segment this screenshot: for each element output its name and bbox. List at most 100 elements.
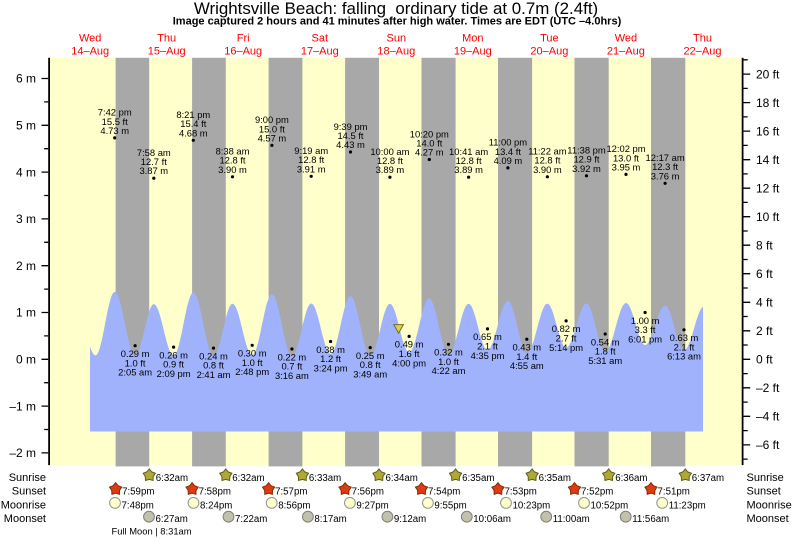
svg-text:Full Moon | 8:31am: Full Moon | 8:31am [112,526,192,537]
svg-text:14.5 ft: 14.5 ft [337,130,363,141]
svg-text:22–Aug: 22–Aug [684,45,722,57]
svg-text:0.26 m: 0.26 m [159,349,188,360]
svg-text:12.3 ft: 12.3 ft [652,161,678,172]
svg-text:8:56pm: 8:56pm [278,500,310,511]
svg-text:4.57 m: 4.57 m [258,132,287,143]
svg-text:14–Aug: 14–Aug [71,45,109,57]
svg-text:–2 m: –2 m [9,446,36,460]
svg-text:1.0 ft: 1.0 ft [125,357,146,368]
svg-text:6:35am: 6:35am [539,473,571,484]
svg-text:7:58pm: 7:58pm [199,487,231,498]
svg-text:17–Aug: 17–Aug [301,45,339,57]
svg-text:4 ft: 4 ft [756,296,773,310]
svg-text:–1 m: –1 m [9,399,36,413]
svg-text:1.6 ft: 1.6 ft [399,348,420,359]
svg-text:19–Aug: 19–Aug [454,45,492,57]
svg-text:10 ft: 10 ft [756,210,780,224]
svg-text:6:01 pm: 6:01 pm [628,333,662,344]
svg-text:12 ft: 12 ft [756,181,780,195]
svg-text:12.7 ft: 12.7 ft [141,156,167,167]
svg-text:1.8 ft: 1.8 ft [595,346,616,357]
svg-text:4:00 pm: 4:00 pm [392,357,426,368]
svg-text:0.9 ft: 0.9 ft [163,359,184,370]
svg-text:0.54 m: 0.54 m [591,336,620,347]
svg-text:7:54pm: 7:54pm [428,487,460,498]
svg-text:12:02 pm: 12:02 pm [606,143,645,154]
svg-text:2.1 ft: 2.1 ft [477,341,498,352]
svg-text:6:34am: 6:34am [386,473,418,484]
svg-text:8:17am: 8:17am [314,514,346,525]
svg-text:Moonset: Moonset [4,513,46,525]
svg-text:0.8 ft: 0.8 ft [203,360,224,371]
svg-text:0 m: 0 m [16,353,36,367]
svg-text:7:58 am: 7:58 am [137,147,171,158]
svg-text:21–Aug: 21–Aug [607,45,645,57]
svg-text:11:23pm: 11:23pm [669,500,706,511]
svg-text:6:27am: 6:27am [156,514,188,525]
svg-text:6 ft: 6 ft [756,267,773,281]
svg-text:Wrightsville Beach: falling o: Wrightsville Beach: falling ordinary tid… [194,0,598,18]
svg-text:6:37am: 6:37am [692,473,724,484]
svg-text:8:24pm: 8:24pm [200,500,232,511]
svg-text:5 m: 5 m [16,119,36,133]
svg-text:5:31 am: 5:31 am [588,355,622,366]
svg-text:3.89 m: 3.89 m [376,164,405,175]
svg-text:12.8 ft: 12.8 ft [298,154,324,165]
svg-text:9:12am: 9:12am [394,514,426,525]
svg-text:7:56pm: 7:56pm [352,487,384,498]
svg-text:6:32am: 6:32am [156,473,188,484]
svg-text:2:48 pm: 2:48 pm [235,366,269,377]
svg-text:11:22 am: 11:22 am [528,146,567,157]
svg-text:16–Aug: 16–Aug [224,45,262,57]
svg-text:6:33am: 6:33am [309,473,341,484]
svg-text:14 ft: 14 ft [756,153,780,167]
svg-text:Mon: Mon [462,33,483,45]
svg-text:11:38 pm: 11:38 pm [567,145,606,156]
svg-text:7:22am: 7:22am [235,514,267,525]
svg-text:1.4 ft: 1.4 ft [516,351,537,362]
svg-text:14.0 ft: 14.0 ft [416,137,442,148]
svg-text:0.29 m: 0.29 m [121,348,150,359]
svg-text:4.43 m: 4.43 m [336,139,365,150]
svg-text:4 m: 4 m [16,165,36,179]
svg-text:6:35am: 6:35am [462,473,494,484]
svg-text:7:53pm: 7:53pm [505,487,537,498]
svg-text:11:56am: 11:56am [632,514,669,525]
svg-text:20–Aug: 20–Aug [530,45,568,57]
svg-text:10:00 am: 10:00 am [370,146,409,157]
svg-text:0.25 m: 0.25 m [356,350,385,361]
svg-text:0.65 m: 0.65 m [473,331,502,342]
svg-text:20 ft: 20 ft [756,67,780,81]
svg-text:10:20 pm: 10:20 pm [410,128,449,139]
svg-text:9:39 pm: 9:39 pm [334,121,368,132]
svg-text:7:42 pm: 7:42 pm [98,107,132,118]
svg-text:6 m: 6 m [16,72,36,86]
svg-text:15.4 ft: 15.4 ft [180,118,206,129]
svg-text:10:06am: 10:06am [473,514,511,525]
svg-text:7:52pm: 7:52pm [581,487,613,498]
svg-text:15.5 ft: 15.5 ft [102,116,128,127]
svg-text:3 m: 3 m [16,212,36,226]
svg-text:Sun: Sun [387,33,407,45]
svg-text:4.09 m: 4.09 m [494,155,523,166]
svg-text:0.8 ft: 0.8 ft [360,359,381,370]
svg-text:4.68 m: 4.68 m [179,127,208,138]
svg-text:13.0 ft: 13.0 ft [613,152,639,163]
svg-text:15–Aug: 15–Aug [148,45,186,57]
svg-text:Moonrise: Moonrise [1,499,46,511]
svg-text:1.0 ft: 1.0 ft [242,357,263,368]
svg-text:–4 ft: –4 ft [756,410,780,424]
svg-text:9:55pm: 9:55pm [434,500,466,511]
svg-text:7:51pm: 7:51pm [658,487,690,498]
svg-text:Sat: Sat [312,33,329,45]
svg-text:Thu: Thu [693,33,712,45]
svg-text:15.0 ft: 15.0 ft [259,123,285,134]
svg-text:1.2 ft: 1.2 ft [320,353,341,364]
svg-text:3:24 pm: 3:24 pm [314,362,348,373]
svg-text:3.95 m: 3.95 m [612,161,641,172]
svg-text:4:35 pm: 4:35 pm [471,350,505,361]
svg-text:0.7 ft: 0.7 ft [281,361,302,372]
svg-text:1.0 ft: 1.0 ft [438,356,459,367]
svg-text:0.82 m: 0.82 m [552,323,581,334]
svg-text:Fri: Fri [237,33,250,45]
